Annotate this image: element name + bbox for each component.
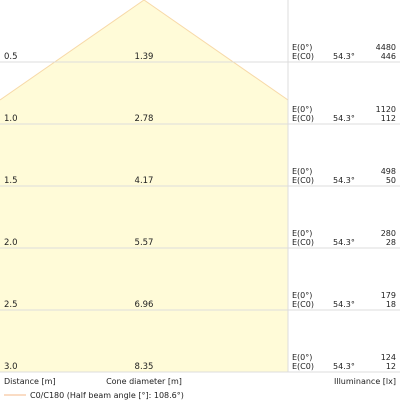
illuminance-value: 4480 [376,43,396,52]
cone-diameter-value: 8.35 [135,362,154,372]
e-label: E(0°) [292,43,312,52]
illuminance-value: 446 [381,52,396,61]
e-label: E(0°) [292,291,312,300]
illuminance-value: 12 [386,362,396,371]
angle-value: 54.3° [333,52,355,61]
angle-value: 54.3° [333,238,355,247]
cone-diameter-value: 6.96 [135,300,154,310]
distance-label: 1.5 [4,176,18,186]
e-label: E(C0) [292,238,314,247]
e-label: E(C0) [292,300,314,309]
distance-label: 2.0 [4,238,18,248]
cone-diameter-value: 5.57 [135,238,154,248]
angle-value: 54.3° [333,300,355,309]
illuminance-value: 179 [381,291,396,300]
legend-text: C0/C180 (Half beam angle [°]: 108.6°) [30,391,184,400]
e-label: E(C0) [292,176,314,185]
illuminance-value: 18 [386,300,396,309]
illuminance-value: 124 [381,353,396,362]
e-label: E(0°) [292,105,312,114]
angle-value: 54.3° [333,176,355,185]
x-axis-label-distance: Distance [m] [4,377,56,386]
distance-label: 3.0 [4,362,18,372]
illuminance-value: 112 [381,114,396,123]
illuminance-value: 498 [381,167,396,176]
e-label: E(0°) [292,229,312,238]
cone-diameter-value: 2.78 [135,114,154,124]
angle-value: 54.3° [333,114,355,123]
e-label: E(C0) [292,362,314,371]
x-axis-label-illuminance: Illuminance [lx] [334,377,396,386]
e-label: E(0°) [292,353,312,362]
x-axis-label-diameter: Cone diameter [m] [106,377,182,386]
illuminance-value: 280 [381,229,396,238]
cone-outline [0,0,289,101]
distance-label: 1.0 [4,114,18,124]
illuminance-value: 1120 [376,105,396,114]
cone-diameter-value: 1.39 [135,52,154,62]
angle-value: 54.3° [333,362,355,371]
e-label: E(C0) [292,114,314,123]
cone-diameter-value: 4.17 [135,176,154,186]
distance-label: 2.5 [4,300,18,310]
distance-label: 0.5 [4,52,18,62]
illuminance-value: 50 [386,176,396,185]
e-label: E(0°) [292,167,312,176]
illuminance-value: 28 [386,238,396,247]
e-label: E(C0) [292,52,314,61]
